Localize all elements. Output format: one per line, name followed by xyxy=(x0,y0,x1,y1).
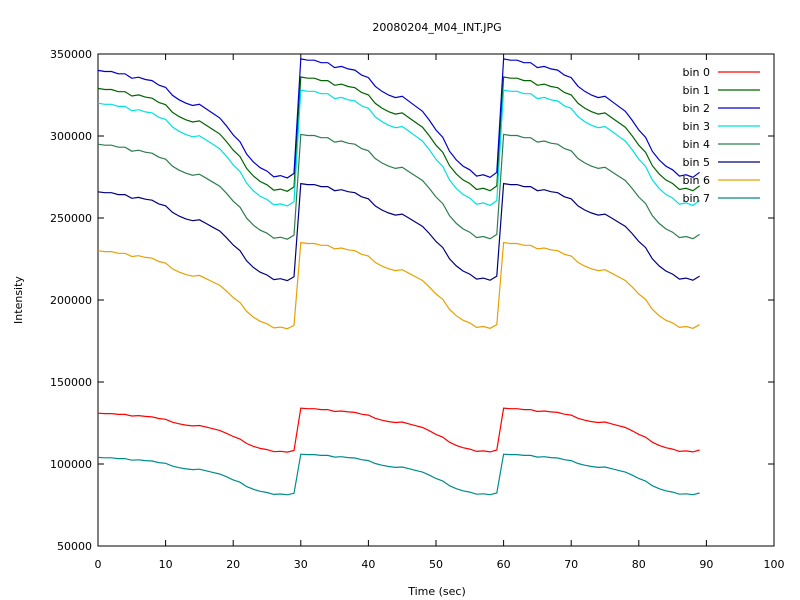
x-tick-label: 40 xyxy=(361,558,375,571)
x-tick-label: 70 xyxy=(564,558,578,571)
legend-label: bin 1 xyxy=(682,84,710,97)
x-tick-label: 30 xyxy=(294,558,308,571)
x-tick-label: 100 xyxy=(764,558,785,571)
legend-label: bin 4 xyxy=(682,138,710,151)
legend-label: bin 7 xyxy=(682,192,710,205)
x-tick-label: 90 xyxy=(699,558,713,571)
x-tick-label: 0 xyxy=(95,558,102,571)
legend-label: bin 0 xyxy=(682,66,710,79)
x-tick-label: 20 xyxy=(226,558,240,571)
x-axis-ticks: 0 10 20 30 40 50 60 70 80 90 100 xyxy=(95,54,785,571)
series-line-bin-2 xyxy=(97,58,700,179)
legend: bin 0 bin 1 bin 2 bin 3 bin 4 bin 5 bin 6 bin 7 xyxy=(682,66,760,205)
series-line-bin-4 xyxy=(97,133,700,240)
y-tick-label: 150000 xyxy=(50,376,92,389)
y-tick-label: 50000 xyxy=(57,540,92,553)
plot-frame xyxy=(97,53,775,547)
series-line-bin-6 xyxy=(97,241,700,330)
legend-label: bin 2 xyxy=(682,102,710,115)
chart-title: 20080204_M04_INT.JPG xyxy=(372,21,501,34)
series-line-bin-0 xyxy=(97,407,700,453)
y-axis-ticks: 50000 100000 150000 200000 250000 300000 35000… xyxy=(50,48,774,553)
y-tick-label: 350000 xyxy=(50,48,92,61)
x-tick-label: 50 xyxy=(429,558,443,571)
y-tick-label: 250000 xyxy=(50,212,92,225)
y-tick-label: 100000 xyxy=(50,458,92,471)
y-tick-label: 200000 xyxy=(50,294,92,307)
y-axis-label: Intensity xyxy=(12,276,25,324)
series-lines xyxy=(97,58,700,496)
legend-label: bin 3 xyxy=(682,120,710,133)
legend-label: bin 6 xyxy=(682,174,710,187)
x-tick-label: 10 xyxy=(159,558,173,571)
x-axis-label: Time (sec) xyxy=(407,585,466,598)
x-tick-label: 80 xyxy=(632,558,646,571)
series-line-bin-7 xyxy=(97,453,700,496)
series-line-bin-5 xyxy=(97,182,700,282)
x-tick-label: 60 xyxy=(497,558,511,571)
series-line-bin-1 xyxy=(97,76,700,192)
series-line-bin-3 xyxy=(97,89,700,207)
y-tick-label: 300000 xyxy=(50,130,92,143)
legend-label: bin 5 xyxy=(682,156,710,169)
